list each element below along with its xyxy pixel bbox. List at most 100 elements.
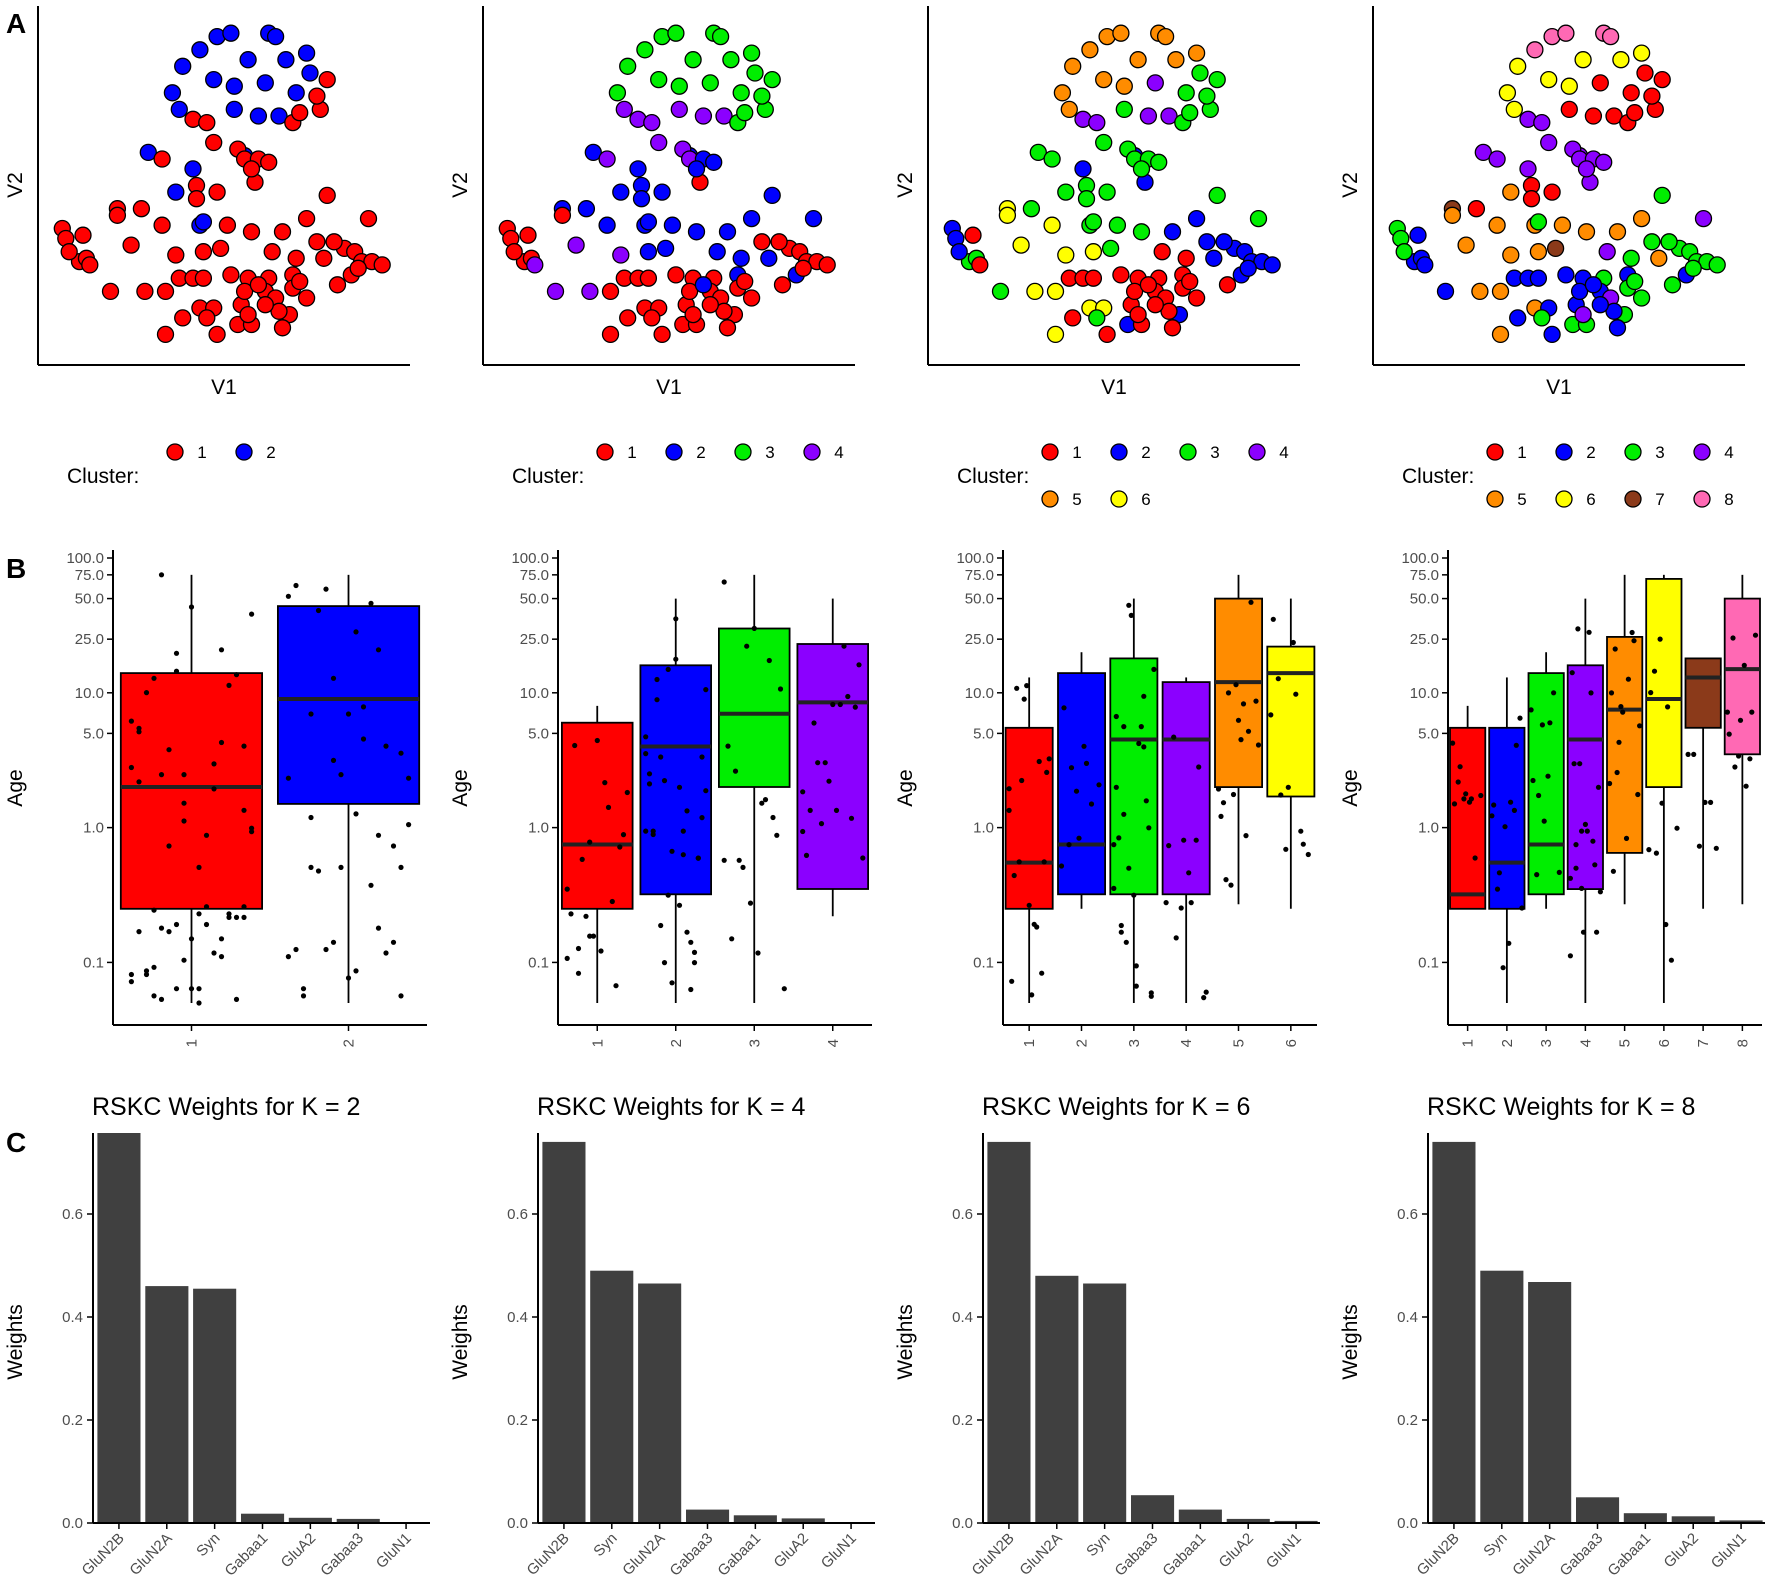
box-jitter-point xyxy=(1006,786,1012,792)
box-jitter-point xyxy=(1607,780,1613,787)
scatter-point xyxy=(1012,236,1030,254)
box-jitter-point xyxy=(330,675,337,681)
box-jitter-point xyxy=(181,800,187,806)
scatter-y-label: V2 xyxy=(1339,172,1362,198)
box-jitter-point xyxy=(353,811,359,817)
scatter-point xyxy=(1026,282,1044,301)
scatter-point xyxy=(1574,51,1592,69)
box-jitter-point xyxy=(173,921,180,928)
box-jitter-point xyxy=(249,829,255,835)
box-jitter-point xyxy=(811,720,817,726)
legend-label-7: 7 xyxy=(1655,490,1664,509)
legend-key-6 xyxy=(1110,490,1128,508)
box-jitter-point xyxy=(181,772,187,778)
bar-chart-title: RSKC Weights for K = 2 xyxy=(92,1093,360,1121)
box-jitter-point xyxy=(181,957,187,963)
scatter-point xyxy=(1046,325,1065,344)
bar-x-tick-label: GluN2A xyxy=(619,1530,668,1579)
box-jitter-point xyxy=(1014,685,1020,691)
box-y-tick-label: 0.1 xyxy=(1418,954,1439,971)
scatter-point xyxy=(753,233,771,251)
box-jitter-point xyxy=(375,647,382,653)
scatter-point xyxy=(1057,246,1075,264)
box-jitter-point xyxy=(1508,799,1514,805)
scatter-point xyxy=(222,266,240,284)
scatter-point xyxy=(1488,216,1506,234)
bar-y-label: Weights xyxy=(4,1304,27,1379)
box-jitter-point xyxy=(1163,900,1169,906)
box-jitter-point xyxy=(226,682,232,689)
scatter-point xyxy=(581,282,599,301)
legend-key-8 xyxy=(1693,490,1711,508)
box-jitter-point xyxy=(1293,691,1299,697)
box-y-tick-label: 50.0 xyxy=(75,591,104,608)
scatter-point xyxy=(567,236,585,254)
scatter-point xyxy=(1239,259,1257,277)
scatter-point xyxy=(1187,209,1206,228)
box-jitter-point xyxy=(1730,635,1736,641)
box-jitter-point xyxy=(249,611,255,617)
box-cluster-1 xyxy=(1449,726,1487,910)
scatter-point xyxy=(1160,107,1178,125)
scatter-point xyxy=(715,302,733,320)
box-jitter-point xyxy=(1285,784,1291,790)
bar-syn xyxy=(193,1288,237,1523)
scatter-point xyxy=(1208,186,1226,205)
legend-label-1: 1 xyxy=(197,443,206,462)
box-jitter-point xyxy=(1171,734,1177,740)
box-y-label: Age xyxy=(449,769,472,806)
box-jitter-point xyxy=(203,921,210,928)
legend-label-3: 3 xyxy=(765,443,774,462)
scatter-point xyxy=(273,319,292,337)
legend-key-3 xyxy=(734,443,752,461)
scatter-panel-k6: V1 V2 Cluster: 1 2 3 4 5 6 xyxy=(894,6,1300,509)
legend-label-1: 1 xyxy=(627,443,636,462)
box-jitter-point xyxy=(691,960,698,966)
box-jitter-point xyxy=(293,946,299,953)
scatter-point xyxy=(656,239,675,258)
box-y-tick-label: 100.0 xyxy=(1401,550,1439,567)
scatter-point xyxy=(1543,183,1561,201)
box-jitter-point xyxy=(241,914,247,921)
box-jitter-point xyxy=(676,784,683,790)
box-jitter-point xyxy=(1235,717,1242,723)
box-jitter-point xyxy=(188,604,195,610)
box-jitter-point xyxy=(218,954,225,960)
legend-key-4 xyxy=(803,443,821,461)
scatter-point xyxy=(694,276,713,294)
box-jitter-point xyxy=(1752,632,1759,638)
box-y-tick-label: 100.0 xyxy=(511,550,549,567)
scatter-point xyxy=(653,183,671,201)
box-jitter-point xyxy=(1141,744,1147,750)
box-jitter-point xyxy=(1573,865,1579,871)
bar-y-tick-label: 0.2 xyxy=(1397,1412,1418,1429)
bar-glun2a xyxy=(145,1286,189,1523)
box-cluster-1 xyxy=(119,672,264,910)
scatter-point xyxy=(249,276,268,294)
scatter-point xyxy=(732,249,750,267)
scatter-point xyxy=(198,113,216,132)
scatter-point xyxy=(153,150,171,168)
box-jitter-point xyxy=(830,701,836,708)
scatter-point xyxy=(687,160,706,178)
box-jitter-point xyxy=(732,768,739,774)
scatter-point xyxy=(297,289,316,307)
scatter-point xyxy=(1471,282,1489,301)
scatter-point xyxy=(1132,223,1151,241)
bar-y-tick-label: 0.2 xyxy=(952,1412,973,1429)
scatter-point xyxy=(1095,133,1113,152)
bar-glun1 xyxy=(1274,1520,1318,1523)
box-jitter-point xyxy=(375,832,382,838)
box-jitter-point xyxy=(1592,862,1598,868)
box-jitter-point xyxy=(368,600,374,607)
scatter-point xyxy=(971,256,989,274)
box-jitter-point xyxy=(173,650,180,656)
scatter-point xyxy=(964,226,982,244)
bar-x-tick-label: GluN2A xyxy=(1016,1530,1065,1579)
bar-x-tick-label: GluN2A xyxy=(1509,1530,1558,1579)
scatter-point xyxy=(1053,84,1072,102)
box-jitter-point xyxy=(1539,722,1545,728)
scatter-point xyxy=(694,107,713,125)
box-jitter-point xyxy=(353,629,359,635)
